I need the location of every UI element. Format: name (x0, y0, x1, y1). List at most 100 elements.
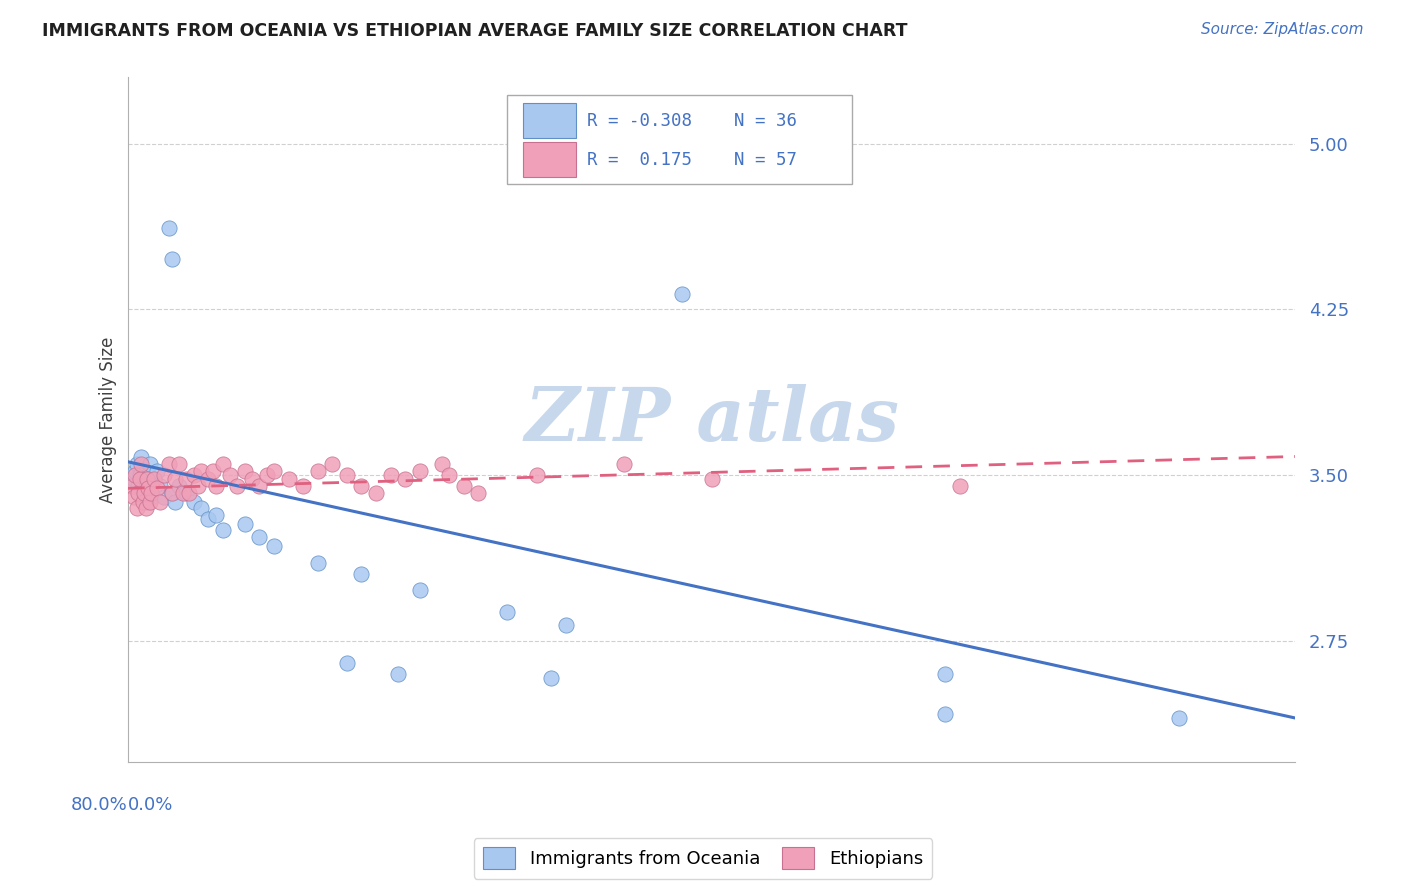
Text: 0.0%: 0.0% (128, 797, 173, 814)
Point (409, 582, 432, 597)
Point (430, 457, 453, 471)
Point (219, 468, 242, 483)
Point (134, 494, 156, 508)
Point (247, 530, 270, 544)
Point (211, 457, 233, 471)
Point (256, 468, 278, 483)
Point (226, 479, 249, 493)
Point (201, 464, 224, 478)
Point (131, 494, 153, 508)
Point (143, 473, 166, 487)
Point (160, 252, 183, 266)
Point (129, 450, 152, 465)
Point (187, 479, 209, 493)
Text: 80.0%: 80.0% (72, 797, 128, 814)
Point (129, 457, 152, 471)
Point (124, 468, 146, 483)
Point (350, 567, 373, 582)
Point (364, 485, 387, 500)
Point (190, 501, 212, 516)
Point (167, 457, 190, 471)
Point (149, 479, 172, 493)
Point (613, 457, 636, 471)
FancyBboxPatch shape (508, 95, 852, 184)
Point (247, 479, 270, 493)
Point (128, 473, 150, 487)
Text: IMMIGRANTS FROM OCEANIA VS ETHIOPIAN AVERAGE FAMILY SIZE CORRELATION CHART: IMMIGRANTS FROM OCEANIA VS ETHIOPIAN AVE… (42, 22, 908, 40)
Point (127, 485, 149, 500)
Point (138, 468, 160, 483)
Text: R = -0.308    N = 36: R = -0.308 N = 36 (586, 112, 797, 129)
Point (127, 479, 149, 493)
Point (121, 479, 143, 493)
Text: Source: ZipAtlas.com: Source: ZipAtlas.com (1201, 22, 1364, 37)
Y-axis label: Average Family Size: Average Family Size (98, 336, 117, 503)
Point (132, 473, 155, 487)
Point (540, 671, 562, 685)
Point (122, 473, 145, 487)
Point (138, 481, 160, 495)
Point (277, 473, 299, 487)
Point (179, 485, 201, 500)
Point (136, 473, 159, 487)
Point (146, 481, 169, 495)
Point (134, 501, 156, 516)
Point (183, 494, 205, 508)
Point (321, 457, 343, 471)
Point (197, 512, 219, 526)
Point (190, 464, 212, 478)
Point (124, 464, 146, 478)
Point (233, 516, 256, 531)
Point (336, 468, 359, 483)
Point (394, 473, 416, 487)
Point (157, 457, 180, 471)
Point (122, 490, 145, 504)
Point (496, 605, 519, 619)
Point (197, 473, 219, 487)
FancyBboxPatch shape (523, 103, 576, 138)
Point (437, 468, 460, 483)
Point (934, 666, 956, 681)
Point (387, 666, 409, 681)
Point (160, 485, 183, 500)
Point (263, 539, 285, 553)
Point (131, 485, 153, 500)
Point (233, 464, 256, 478)
Point (467, 485, 489, 500)
Point (671, 287, 693, 301)
Point (160, 485, 183, 500)
Point (453, 479, 475, 493)
Point (141, 485, 163, 500)
Point (336, 656, 359, 670)
Point (934, 706, 956, 721)
Point (125, 501, 148, 516)
Point (176, 473, 198, 487)
Point (163, 494, 186, 508)
Point (700, 473, 723, 487)
Point (153, 490, 176, 504)
Point (149, 494, 172, 508)
Point (167, 479, 190, 493)
Point (132, 485, 155, 500)
Point (409, 464, 432, 478)
Point (146, 464, 169, 478)
FancyBboxPatch shape (523, 142, 576, 178)
Point (128, 468, 150, 483)
Point (526, 468, 548, 483)
Point (263, 464, 285, 478)
Point (292, 479, 315, 493)
Point (143, 473, 166, 487)
Point (350, 479, 373, 493)
Point (125, 457, 148, 471)
Point (183, 468, 205, 483)
Point (136, 479, 159, 493)
Point (139, 457, 162, 471)
Text: ZIP atlas: ZIP atlas (524, 384, 900, 456)
Point (163, 473, 186, 487)
Point (172, 485, 194, 500)
Point (211, 523, 233, 537)
Point (153, 468, 176, 483)
Point (139, 494, 162, 508)
Point (380, 468, 402, 483)
Point (240, 473, 263, 487)
